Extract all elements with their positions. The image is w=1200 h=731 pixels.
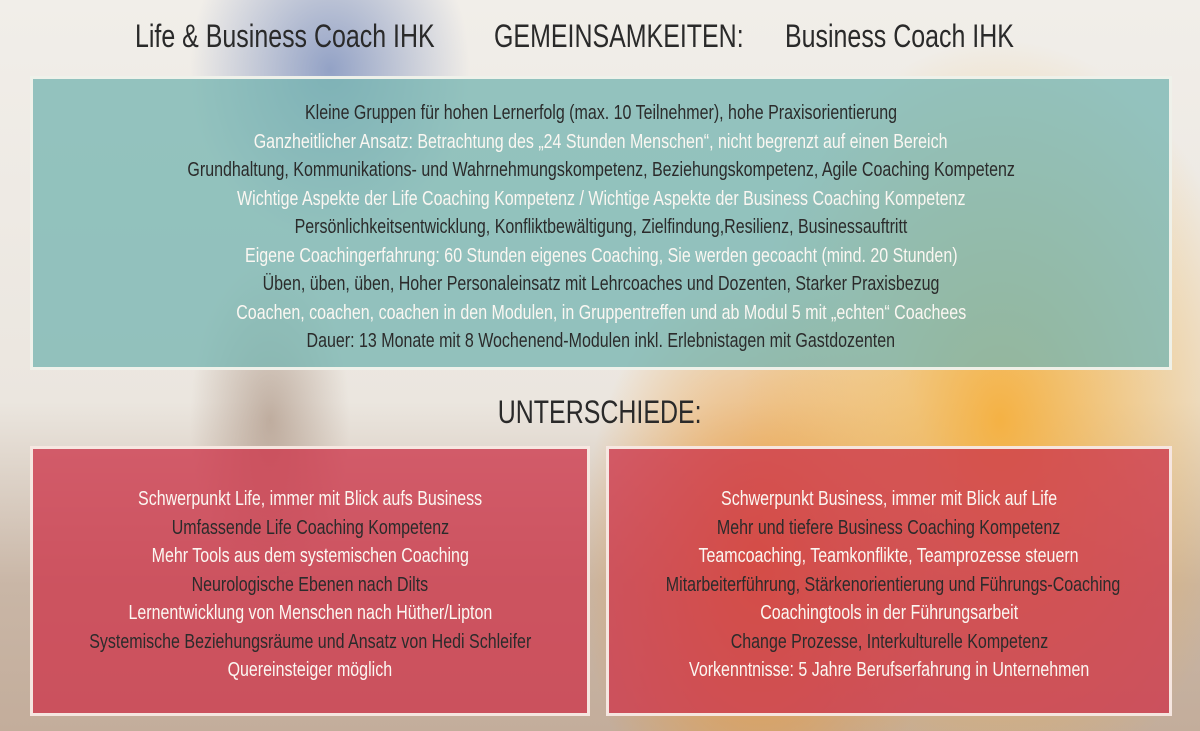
common-item: Coachen, coachen, coachen in den Modulen… (236, 301, 966, 324)
title-gemeinsamkeiten: GEMEINSAMKEITEN: (494, 18, 744, 54)
common-item: Grundhaltung, Kommunikations- und Wahrne… (187, 159, 1015, 181)
business-coach-box: Schwerpunkt Business, immer mit Blick au… (606, 446, 1172, 716)
business-item: Coachingtools in der Führungsarbeit (760, 602, 1018, 624)
title-life-business-coach: Life & Business Coach IHK (135, 18, 435, 54)
life-coach-box: Schwerpunkt Life, immer mit Blick aufs B… (30, 446, 590, 716)
life-item: Mehr Tools aus dem systemischen Coaching (151, 545, 469, 567)
differences-title: UNTERSCHIEDE: (498, 394, 702, 430)
business-item: Schwerpunkt Business, immer mit Blick au… (720, 488, 1058, 510)
business-item: Change Prozesse, Interkulturelle Kompete… (730, 630, 1048, 653)
life-item: Neurologische Ebenen nach Dilts (191, 573, 429, 596)
common-item: Eigene Coachingerfahrung: 60 Stunden eig… (244, 244, 958, 267)
common-item: Persönlichkeitsentwicklung, Konfliktbewä… (294, 216, 908, 238)
business-item: Vorkenntnisse: 5 Jahre Berufserfahrung i… (688, 659, 1090, 681)
business-item: Mitarbeiterführung, Stärkenorientierung … (665, 573, 1121, 596)
common-item: Kleine Gruppen für hohen Lernerfolg (max… (304, 102, 898, 124)
life-item: Systemische Beziehungsräume und Ansatz v… (88, 630, 532, 653)
common-item: Dauer: 13 Monate mit 8 Wochenend-Modulen… (306, 330, 896, 352)
common-box: Kleine Gruppen für hohen Lernerfolg (max… (30, 76, 1172, 370)
business-item: Teamcoaching, Teamkonflikte, Teamprozess… (698, 545, 1080, 567)
life-item: Quereinsteiger möglich (227, 659, 393, 681)
common-item: Wichtige Aspekte der Life Coaching Kompe… (236, 187, 966, 210)
life-item: Lernentwicklung von Menschen nach Hüther… (128, 602, 492, 624)
common-item: Üben, üben, üben, Hoher Personaleinsatz … (262, 273, 940, 295)
common-item: Ganzheitlicher Ansatz: Betrachtung des „… (254, 130, 948, 153)
business-item: Mehr und tiefere Business Coaching Kompe… (717, 516, 1061, 539)
life-item: Umfassende Life Coaching Kompetenz (171, 516, 449, 539)
title-business-coach: Business Coach IHK (785, 18, 1014, 54)
life-item: Schwerpunkt Life, immer mit Blick aufs B… (137, 488, 483, 510)
